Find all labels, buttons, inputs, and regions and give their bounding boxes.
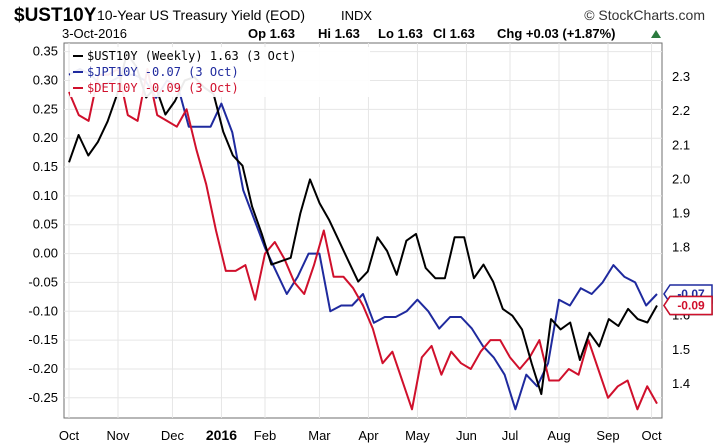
up-triangle-icon — [651, 30, 661, 38]
left-tick-label: 0.00 — [33, 246, 58, 261]
legend: $UST10Y (Weekly) 1.63 (3 Oct) $JPT10Y -0… — [70, 47, 370, 97]
x-tick-label: Apr — [358, 428, 379, 443]
left-tick-label: -0.15 — [28, 332, 58, 347]
low-value: Lo 1.63 — [378, 26, 423, 41]
instrument-name: 10-Year US Treasury Yield (EOD) — [97, 7, 305, 23]
x-tick-label: Oct — [641, 428, 662, 443]
left-tick-label: 0.25 — [33, 101, 58, 116]
right-tick-label: 1.5 — [672, 342, 690, 357]
date-label: 3-Oct-2016 — [62, 26, 127, 41]
legend-item-ust10y: $UST10Y (Weekly) 1.63 (3 Oct) — [87, 49, 297, 63]
x-tick-label: 2016 — [206, 427, 237, 443]
last-value-tags: -0.071.63-0.09 — [663, 284, 713, 316]
exchange-label: INDX — [341, 8, 372, 23]
legend-background — [70, 47, 370, 97]
x-tick-label: Aug — [547, 428, 570, 443]
x-tick-label: Jul — [502, 428, 519, 443]
close-value: Cl 1.63 — [433, 26, 475, 41]
value-tag-label: -0.09 — [677, 299, 705, 313]
grid-lines — [64, 43, 662, 418]
x-tick-label: Feb — [254, 428, 276, 443]
right-tick-label: 2.2 — [672, 103, 690, 118]
right-tick-label: 2.3 — [672, 69, 690, 84]
x-axis-ticks: Oct Nov Dec 2016 Feb Mar Apr May Jun Jul Aug Sep Oct — [59, 427, 662, 443]
left-tick-label: -0.25 — [28, 390, 58, 405]
legend-item-jpt10y: $JPT10Y -0.07 (3 Oct) — [87, 65, 239, 79]
right-tick-label: 1.9 — [672, 205, 690, 220]
symbol-title: $UST10Y — [14, 5, 97, 26]
open-value: Op 1.63 — [248, 26, 295, 41]
series-line-det10y — [68, 68, 658, 411]
left-tick-label: 0.05 — [33, 217, 58, 232]
left-axis-ticks: 0.35 0.30 0.25 0.20 0.15 0.10 0.05 0.00 -0.05 -0.… — [28, 44, 58, 405]
right-axis-ticks: 2.32.22.12.01.91.81.61.51.4 — [672, 69, 690, 391]
right-tick-label: 2.0 — [672, 171, 690, 186]
legend-item-det10y: $DET10Y -0.09 (3 Oct) — [87, 81, 239, 95]
x-tick-label: Mar — [308, 428, 331, 443]
x-tick-label: Oct — [59, 428, 80, 443]
x-tick-label: Nov — [106, 428, 130, 443]
left-tick-label: 0.10 — [33, 188, 58, 203]
right-tick-label: 1.8 — [672, 240, 690, 255]
left-tick-label: 0.15 — [33, 159, 58, 174]
right-tick-label: 2.1 — [672, 137, 690, 152]
copyright-label: © StockCharts.com — [584, 7, 705, 23]
change-value: Chg +0.03 (+1.87%) — [497, 26, 616, 41]
x-tick-label: Jun — [456, 428, 477, 443]
left-tick-label: -0.05 — [28, 274, 58, 289]
value-tag-box — [663, 295, 713, 316]
series-line-ust10yweekly — [68, 52, 658, 396]
right-tick-label: 1.4 — [672, 376, 690, 391]
plot-area — [63, 42, 663, 419]
x-tick-label: Sep — [596, 428, 619, 443]
left-tick-label: 0.35 — [33, 44, 58, 59]
x-tick-label: May — [405, 428, 430, 443]
left-tick-label: -0.10 — [28, 303, 58, 318]
x-tick-label: Dec — [161, 428, 185, 443]
high-value: Hi 1.63 — [318, 26, 360, 41]
left-tick-label: 0.20 — [33, 130, 58, 145]
left-tick-label: -0.20 — [28, 361, 58, 376]
left-tick-label: 0.30 — [33, 73, 58, 88]
